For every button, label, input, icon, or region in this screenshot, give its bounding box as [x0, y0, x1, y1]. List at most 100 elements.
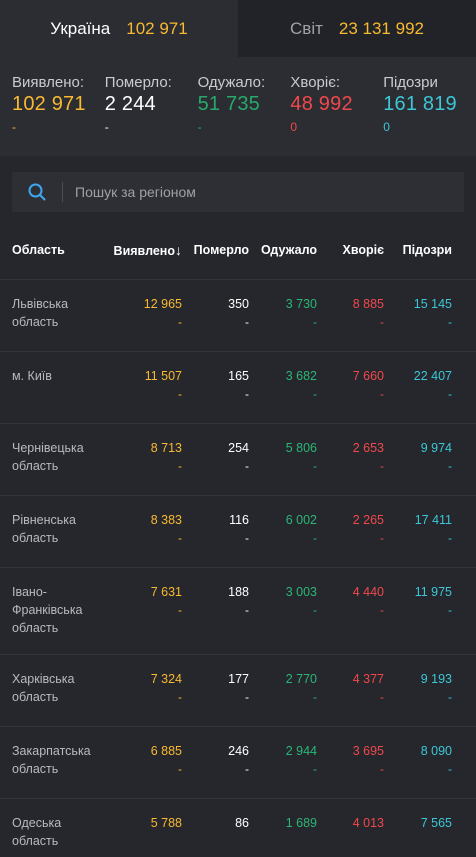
stat-died-delta: - — [104, 120, 109, 134]
table-row[interactable]: Харківська область 7 324-177-2 770-4 377-9… — [0, 655, 476, 727]
cell-detected: 5 788 — [104, 814, 182, 857]
table-row[interactable]: м. Київ 11 507 - 165 - 3 682 - 7 660 - 22 407 - — [0, 352, 476, 424]
stat-ill: Хворіє: 48 992 0 — [290, 74, 383, 134]
header-region[interactable]: Область — [12, 242, 65, 257]
header-died[interactable]: Померло — [193, 242, 249, 257]
sort-down-icon: ↓ — [175, 241, 182, 258]
header-detected[interactable]: Виявлено↓ — [104, 242, 182, 258]
stat-died: Померло: 2 244 - — [105, 74, 198, 134]
table-row[interactable]: Чернівецька область 8 713 - 254 - 5 806 - 2 653 -… — [0, 424, 476, 496]
region-name-line: Закарпатська — [12, 744, 91, 758]
header-recovered[interactable]: Одужало — [261, 242, 317, 257]
cell-ill: 4 440 - — [317, 583, 384, 654]
cell-recovered: 2 944 - — [249, 742, 317, 798]
region-name: Закарпатська область — [0, 742, 104, 798]
search-input[interactable]: Пошук за регіоном — [12, 172, 464, 212]
cell-died: 86 — [182, 814, 249, 857]
cell-ill: 8 885 - — [317, 295, 384, 351]
tab-world[interactable]: Світ 23 131 992 — [238, 0, 476, 57]
region-name: Чернівецька область — [0, 439, 104, 495]
stat-detected-delta: - — [12, 120, 16, 134]
stat-ill-label: Хворіє: — [290, 74, 341, 91]
table-row[interactable]: Рівненська область 8 383-116-6 002-2 265-1… — [0, 496, 476, 568]
header-suspected[interactable]: Підозри — [402, 242, 452, 257]
table-header: Область Виявлено↓ Померло Одужало Хворіє… — [0, 212, 476, 280]
cell-suspected-delta: - — [448, 762, 452, 776]
region-name: Рівненська область — [0, 511, 104, 567]
stat-detected: Виявлено: 102 971 - — [12, 74, 105, 134]
cell-detected: 7 631 - — [104, 583, 182, 654]
cell-ill: 7 660 - — [317, 367, 384, 423]
cell-detected-value: 7 324 — [150, 672, 182, 686]
cell-recovered-value: 3 682 — [285, 369, 317, 383]
cell-ill: 2 653 - — [317, 439, 384, 495]
cell-ill-delta: - — [380, 387, 384, 401]
region-name-line: область — [12, 690, 59, 704]
cell-recovered: 3 003 - — [249, 583, 317, 654]
cell-died: 177 - — [182, 670, 249, 726]
stat-died-value: 2 244 — [104, 93, 156, 115]
cell-detected: 6 885 - — [104, 742, 182, 798]
cell-recovered: 3 730 - — [249, 295, 317, 351]
search-placeholder: Пошук за регіоном — [75, 184, 196, 200]
region-name-line: Рівненська — [12, 513, 76, 527]
cell-died: 116 - — [182, 511, 249, 567]
cell-suspected-delta: - — [448, 531, 452, 545]
tab-ukraine[interactable]: Україна 102 971 — [0, 0, 238, 57]
stat-recovered-value: 51 735 — [197, 93, 260, 115]
cell-detected: 7 324 - — [104, 670, 182, 726]
cell-suspected: 17 411 - — [384, 511, 464, 567]
cell-detected-delta: - — [178, 459, 182, 473]
region-name-line: Львівська — [12, 297, 69, 311]
cell-ill-delta: - — [380, 531, 384, 545]
stat-recovered-label: Одужало: — [197, 74, 266, 91]
search-section: Пошук за регіоном — [0, 156, 476, 212]
cell-detected-value: 8 383 — [150, 513, 182, 527]
cell-ill: 4 013 — [317, 814, 384, 857]
cell-suspected-value: 7 565 — [420, 816, 452, 830]
cell-recovered-value: 2 944 — [285, 744, 317, 758]
cell-recovered: 1 689 — [249, 814, 317, 857]
cell-detected: 8 383 - — [104, 511, 182, 567]
cell-ill-value: 4 013 — [352, 816, 384, 830]
stat-suspected-value: 161 819 — [383, 93, 457, 115]
table-row[interactable]: Закарпатська область 6 885-246-2 944-3 695… — [0, 727, 476, 799]
region-name-line: Франківська — [12, 603, 83, 617]
cell-died-value: 246 — [228, 744, 249, 758]
stat-suspected-delta: 0 — [383, 120, 390, 134]
cell-ill-value: 2 265 — [352, 513, 384, 527]
cell-detected-delta: - — [178, 387, 182, 401]
cell-died-value: 188 — [228, 585, 249, 599]
table-row[interactable]: Івано- Франківська область 7 631 - 188 - 3 003 -… — [0, 568, 476, 655]
table-row[interactable]: Одеська область 5 788 86 1 689 4 013 7 565 — [0, 799, 476, 857]
cell-suspected: 15 145 - — [384, 295, 464, 351]
region-name-line: Харківська — [12, 672, 75, 686]
table-row[interactable]: Львівська область 12 965-350-3 730-8 885-1… — [0, 280, 476, 352]
cell-died-delta: - — [245, 531, 249, 545]
cell-detected: 8 713 - — [104, 439, 182, 495]
cell-detected: 12 965 - — [104, 295, 182, 351]
cell-ill: 2 265 - — [317, 511, 384, 567]
cell-died-value: 116 — [229, 513, 249, 527]
cell-ill-delta: - — [380, 315, 384, 329]
cell-suspected-delta: - — [448, 459, 452, 473]
cell-ill-delta: - — [380, 690, 384, 704]
cell-recovered-delta: - — [313, 762, 317, 776]
cell-died-value: 165 — [228, 369, 249, 383]
cell-detected-value: 6 885 — [150, 744, 182, 758]
table-body: Львівська область 12 965-350-3 730-8 885-1… — [0, 280, 476, 857]
cell-died: 165 - — [182, 367, 249, 423]
tab-world-label: Світ — [290, 18, 323, 38]
region-name: Івано- Франківська область — [0, 583, 104, 654]
stat-ill-value: 48 992 — [290, 93, 353, 115]
search-divider — [62, 182, 63, 202]
cell-died-delta: - — [245, 762, 249, 776]
cell-recovered-value: 5 806 — [285, 441, 317, 455]
stat-detected-value: 102 971 — [12, 93, 86, 115]
region-name: Одеська область — [0, 814, 104, 857]
cell-recovered-delta: - — [313, 315, 317, 329]
header-ill[interactable]: Хворіє — [342, 242, 384, 257]
cell-died-delta: - — [245, 315, 249, 329]
tab-ukraine-label: Україна — [50, 18, 111, 38]
cell-detected: 11 507 - — [104, 367, 182, 423]
